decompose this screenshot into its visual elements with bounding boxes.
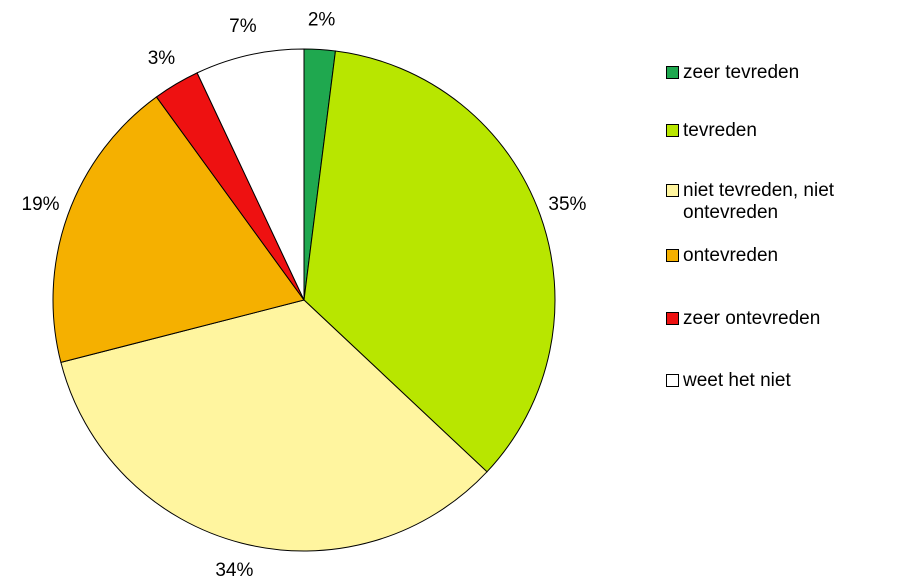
legend-label: zeer tevreden [683,62,800,83]
legend-entry: niet tevreden, niet ontevreden [666,180,891,224]
legend-label: ontevreden [683,245,779,266]
data-label: 19% [22,194,60,215]
legend-label: zeer ontevreden [683,308,821,329]
pie-slice [303,50,556,473]
legend-label: weet het niet [683,370,791,391]
legend-label: tevreden [683,120,757,141]
legend-swatch [666,184,679,197]
legend-swatch [666,66,679,79]
legend-swatch [666,249,679,262]
legend-entry: tevreden [666,120,891,142]
legend-swatch [666,312,679,325]
legend-label: niet tevreden, niet ontevreden [683,180,835,223]
legend-entry: zeer tevreden [666,62,891,84]
data-label: 35% [548,194,586,215]
pie-slice [196,48,305,301]
legend-swatch [666,374,679,387]
legend-entry: zeer ontevreden [666,308,891,330]
pie-slice [60,299,488,552]
data-label: 7% [229,16,257,37]
pie-slice [52,96,305,364]
data-label: 34% [215,560,253,581]
data-label: 2% [308,10,336,31]
data-label: 3% [148,48,176,69]
legend-entry: ontevreden [666,245,891,267]
legend-swatch [666,124,679,137]
legend-entry: weet het niet [666,370,891,392]
